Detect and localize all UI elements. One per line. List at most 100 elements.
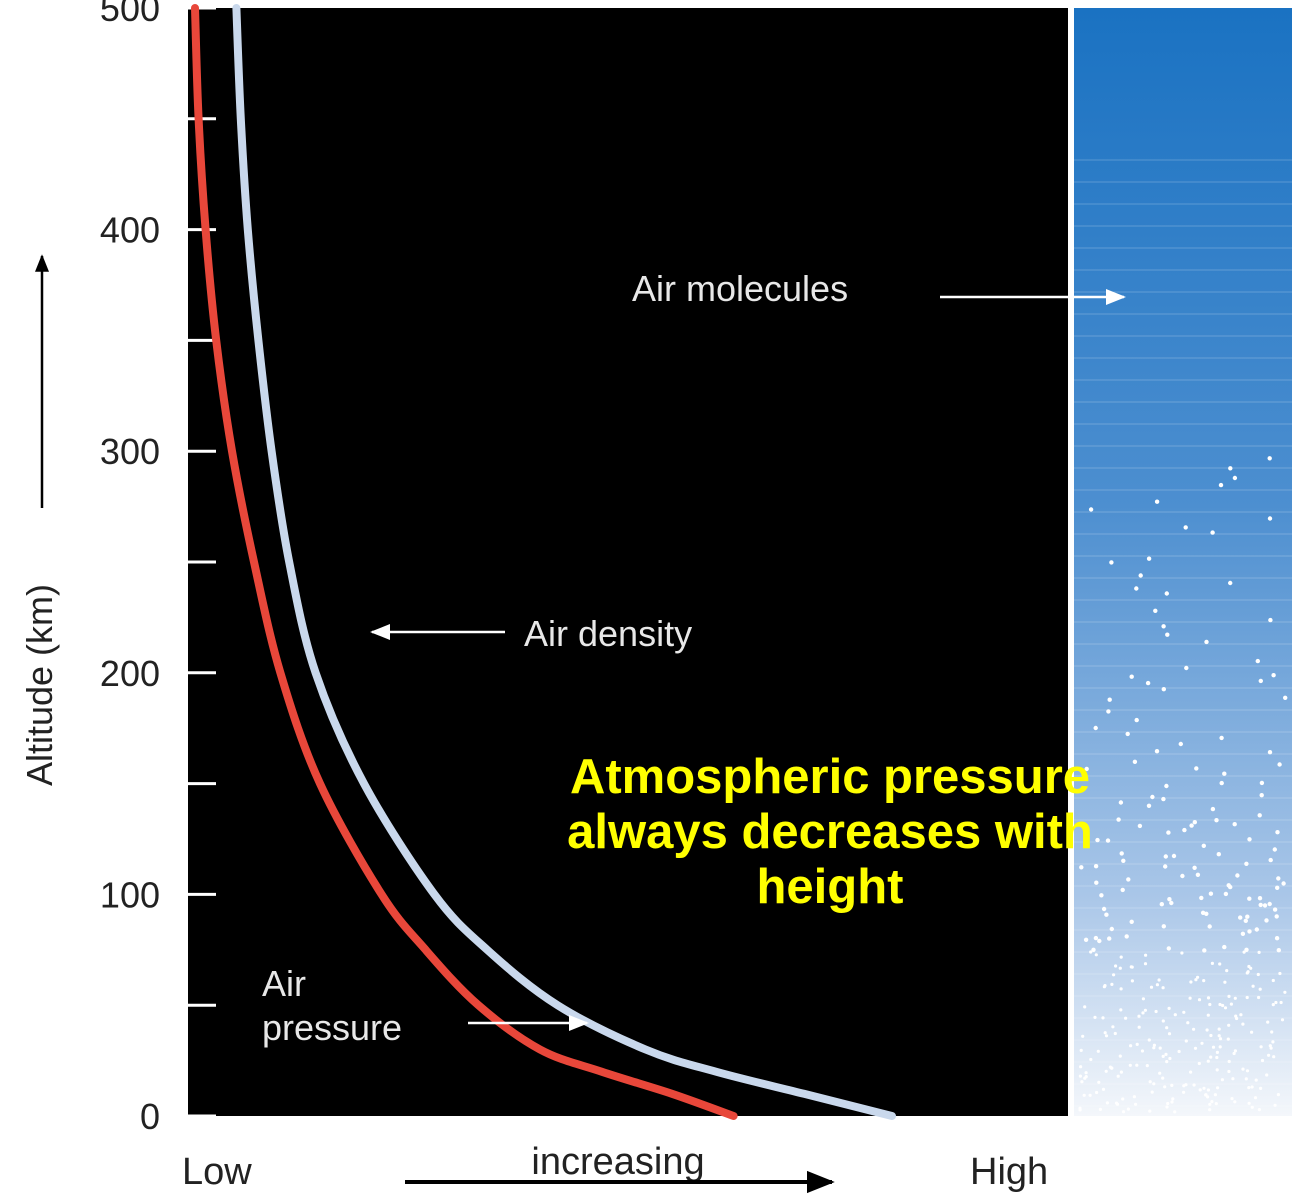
air-molecule-dot [1164, 1052, 1168, 1056]
air-molecule-dot [1180, 951, 1184, 955]
air-molecule-dot [1158, 1071, 1162, 1075]
air-molecule-dot [1124, 1016, 1128, 1020]
air-molecule-dot [1189, 823, 1194, 828]
air-molecule-dot [1232, 822, 1237, 827]
air-molecule-dot [1152, 1082, 1156, 1086]
air-molecule-dot [1273, 1103, 1277, 1107]
air-molecule-dot [1214, 818, 1219, 823]
air-molecule-dot [1171, 1097, 1175, 1101]
air-molecule-dot [1266, 1020, 1270, 1024]
air-molecule-dot [1259, 793, 1264, 798]
air-molecule-dot [1164, 591, 1170, 596]
air-molecule-dot [1104, 1069, 1108, 1073]
air-molecule-dot [1232, 475, 1238, 481]
air-molecule-dot [1167, 1006, 1171, 1011]
air-molecule-dot [1206, 996, 1211, 1000]
air-molecule-dot [1161, 1054, 1165, 1058]
air-molecule-dot [1223, 891, 1229, 897]
air-molecule-dot [1150, 794, 1155, 800]
air-molecule-dot [1217, 1034, 1221, 1038]
air-molecule-dot [1099, 893, 1104, 898]
air-molecule-dot [1208, 1002, 1212, 1007]
air-molecule-dot [1243, 918, 1249, 923]
x-axis-high-label: High [970, 1151, 1048, 1193]
air-molecule-dot [1161, 924, 1167, 929]
air-molecule-dot [1275, 885, 1280, 890]
air-molecule-dot [1104, 912, 1109, 917]
air-molecule-dot [1250, 1085, 1254, 1089]
air-molecule-dot [1268, 857, 1273, 863]
caption: Atmospheric pressure always decreases wi… [567, 750, 1093, 914]
air-molecule-dot [1260, 1058, 1265, 1063]
air-molecule-dot [1255, 658, 1261, 664]
air-molecule-dot [1163, 1085, 1167, 1089]
air-molecule-dot [1084, 1075, 1088, 1079]
air-molecule-dot [1238, 915, 1243, 920]
air-molecule-dot [1103, 1031, 1107, 1035]
air-molecule-dot [1169, 900, 1174, 906]
air-molecule-dot [1105, 838, 1111, 843]
y-tick-label: 0 [140, 1096, 160, 1137]
air-molecule-dot [1095, 1090, 1099, 1095]
air-molecule-dot [1119, 955, 1123, 959]
air-molecule-dot [1222, 944, 1227, 950]
air-molecule-dot [1279, 1000, 1283, 1005]
y-tick-label: 100 [100, 874, 160, 915]
air-molecule-dot [1274, 1000, 1278, 1005]
air-molecule-dot [1267, 456, 1272, 461]
air-molecule-dot [1107, 936, 1112, 941]
annotation-air-pressure-line2: pressure [262, 1007, 402, 1048]
air-molecule-dot [1124, 934, 1129, 939]
air-molecule-dot [1126, 1107, 1130, 1111]
air-molecule-dot [1199, 895, 1204, 901]
air-molecule-dot [1253, 1096, 1258, 1100]
air-molecule-dot [1277, 762, 1282, 767]
air-molecule-dot [1132, 1095, 1136, 1099]
air-molecule-dot [1259, 780, 1265, 786]
air-molecule-dot [1251, 984, 1255, 988]
air-molecule-dot [1213, 1093, 1217, 1097]
air-molecule-dot [1259, 1086, 1263, 1090]
air-molecule-dot [1129, 1044, 1133, 1048]
air-molecule-dot [1126, 877, 1131, 882]
air-molecule-dot [1274, 914, 1279, 919]
air-molecule-dot [1182, 1084, 1186, 1088]
air-molecule-dot [1192, 1027, 1196, 1031]
air-molecule-dot [1137, 1025, 1141, 1029]
air-molecule-dots [1078, 456, 1288, 1114]
air-molecule-dot [1276, 1093, 1280, 1097]
air-molecule-dot [1239, 1013, 1243, 1017]
air-molecule-dot [1143, 1008, 1147, 1012]
air-molecule-dot [1128, 1063, 1132, 1067]
air-molecule-dot [1163, 864, 1168, 869]
air-molecule-dot [1218, 1037, 1223, 1041]
air-molecule-dot [1271, 978, 1275, 983]
air-molecule-dot [1134, 586, 1139, 591]
air-molecule-dot [1165, 1060, 1169, 1064]
air-molecule-dot [1196, 975, 1200, 979]
air-molecule-dot [1267, 516, 1273, 521]
air-molecule-dot [1109, 560, 1114, 565]
air-molecule-dot [1098, 1107, 1102, 1111]
air-molecule-dot [1137, 1014, 1141, 1018]
air-molecule-dot [1202, 979, 1206, 983]
air-molecule-dot [1204, 911, 1209, 916]
air-molecule-dot [1144, 953, 1148, 957]
air-molecule-dot [1152, 1046, 1156, 1050]
air-molecule-dot [1135, 1042, 1139, 1046]
air-molecule-dot [1272, 1055, 1276, 1059]
air-molecule-dot [1152, 1043, 1156, 1047]
air-molecule-dot [1230, 1097, 1234, 1101]
air-molecule-dot [1097, 1080, 1101, 1084]
air-molecule-dot [1167, 1032, 1172, 1036]
air-molecule-dot [1221, 1003, 1225, 1008]
air-molecule-dot [1161, 796, 1166, 802]
air-molecule-dot [1161, 687, 1167, 692]
air-molecule-dot [1118, 966, 1122, 970]
air-molecule-dot [1195, 872, 1201, 877]
air-molecule-dot [1197, 1061, 1201, 1066]
air-molecule-dot [1211, 1045, 1216, 1049]
air-molecule-dot [1222, 771, 1227, 776]
air-molecule-dot [1101, 1087, 1106, 1091]
air-molecule-dot [1271, 673, 1276, 678]
